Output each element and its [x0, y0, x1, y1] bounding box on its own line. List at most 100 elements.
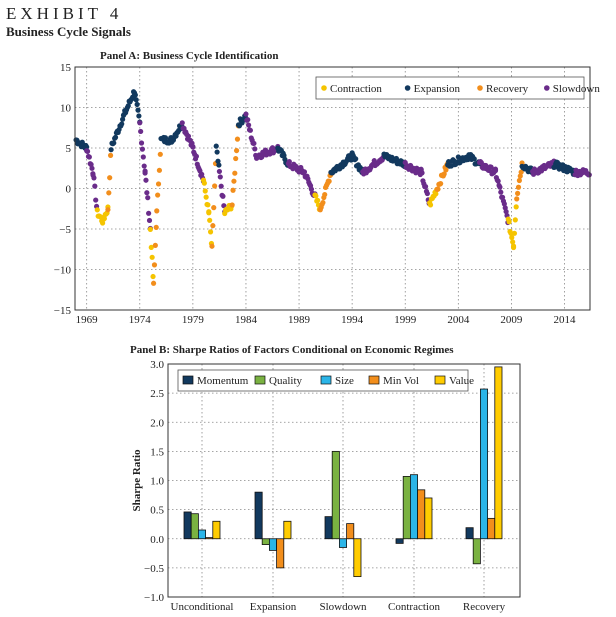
panel-b-category-label: Expansion [250, 601, 297, 613]
panel-a-point-recovery [515, 184, 522, 190]
panel-a-point-slowdown [247, 127, 253, 133]
panel-a-point-contraction [513, 204, 519, 210]
panel-a-point-expansion [135, 107, 141, 113]
bar-size [409, 474, 418, 540]
panel-a-point-contraction [512, 217, 518, 223]
panel-a-point-recovery [230, 187, 236, 193]
panel-a-point-slowdown [498, 189, 504, 195]
panel-a-point-expansion [108, 147, 114, 153]
bar-value [212, 520, 221, 540]
panel-b-ytick-label: 0.0 [150, 534, 164, 546]
panel-a-point-recovery [229, 202, 235, 208]
legend-swatch-momentum [182, 375, 194, 385]
legend-label-size: Size [335, 375, 354, 387]
panel-a-point-recovery [320, 199, 326, 206]
legend-label-slowdown: Slowdown [553, 83, 601, 95]
bar-momentum [324, 516, 333, 540]
bar-min-vol [205, 537, 214, 540]
panel-b-ytick-label: 1.5 [150, 446, 164, 458]
panel-a-point-slowdown [251, 140, 257, 147]
panel-a-point-slowdown [142, 168, 148, 174]
panel-a-point-slowdown [146, 210, 152, 216]
panel-a-point-expansion [120, 116, 126, 122]
panel-a-point-slowdown [216, 168, 223, 175]
panel-a-point-expansion [216, 162, 222, 168]
panel-a-xtick-label: 1994 [341, 314, 364, 326]
panel-a-point-expansion [134, 101, 140, 108]
panel-a-title: Panel A: Business Cycle Identification [100, 50, 278, 62]
panel-a-point-expansion [214, 149, 220, 155]
bar-min-vol [276, 538, 285, 569]
bar-value [283, 520, 292, 540]
legend-label-quality: Quality [269, 375, 302, 387]
panel-a-point-slowdown [286, 159, 292, 165]
panel-a-ytick-label: −15 [54, 305, 72, 317]
panel-a-point-recovery [157, 151, 163, 157]
bar-momentum [395, 538, 404, 544]
panel-a-point-slowdown [138, 140, 145, 146]
panel-a-ytick-label: 15 [60, 62, 72, 74]
panel-a-point-slowdown [141, 163, 147, 169]
panel-a-point-recovery [106, 190, 112, 196]
panel-a-xtick-label: 2009 [500, 314, 523, 326]
bar-quality [331, 450, 340, 540]
panel-a-point-slowdown [84, 148, 91, 154]
panel-a-point-recovery [322, 191, 328, 198]
panel-a-point-contraction [203, 194, 209, 200]
panel-a-point-expansion [215, 158, 221, 164]
panel-a-point-contraction [433, 191, 439, 197]
panel-a-point-expansion [132, 92, 138, 98]
panel-a-point-contraction [315, 197, 321, 203]
bar-value [353, 538, 362, 578]
panel-a-point-slowdown [138, 128, 144, 135]
panel-a-xtick-label: 1989 [288, 314, 311, 326]
panel-a-point-recovery [107, 152, 114, 158]
bar-size [338, 538, 347, 548]
panel-a-point-contraction [94, 207, 100, 213]
panel-a-point-contraction [511, 230, 518, 236]
panel-a-point-slowdown [422, 183, 429, 190]
panel-a-point-recovery [209, 243, 215, 249]
bar-momentum [254, 491, 263, 540]
bar-quality [190, 513, 199, 540]
bar-size [479, 388, 488, 540]
panel-a-point-recovery [155, 181, 162, 187]
panel-a-point-recovery [435, 186, 441, 192]
panel-a-legend-box [315, 76, 585, 100]
panel-a-point-slowdown [190, 144, 196, 150]
panel-a-point-recovery [438, 181, 444, 187]
panel-a-point-recovery [231, 178, 237, 184]
panel-a-point-slowdown [252, 146, 258, 152]
panel-a-point-recovery [156, 167, 163, 173]
panel-a-point-recovery [107, 175, 113, 181]
panel-a-ytick-label: 10 [60, 103, 72, 115]
panel-a-point-expansion [136, 113, 142, 119]
panel-a-xtick-label: 1969 [76, 314, 99, 326]
panel-a-point-recovery [514, 196, 520, 202]
bar-value [424, 497, 433, 540]
legend-label-value: Value [449, 375, 474, 387]
panel-a-point-slowdown [193, 153, 200, 159]
bar-min-vol [346, 523, 355, 540]
panel-a-point-contraction [510, 239, 516, 245]
bar-value [494, 366, 503, 540]
bar-quality [472, 538, 481, 565]
panel-a-point-recovery [155, 192, 161, 198]
legend-label-recovery: Recovery [486, 83, 529, 95]
exhibit-label: EXHIBIT 4 [6, 4, 123, 23]
panel-a-point-slowdown [89, 165, 95, 171]
bar-min-vol [487, 517, 496, 540]
panel-a-point-contraction [101, 215, 107, 222]
panel-a-point-recovery [105, 207, 111, 213]
legend-marker-recovery [477, 85, 483, 91]
panel-a-point-slowdown [179, 120, 185, 126]
panel-b-ytick-label: −0.5 [144, 563, 164, 575]
panel-a-plot-frame [74, 66, 591, 311]
legend-label-min-vol: Min Vol [383, 375, 419, 387]
panel-a-point-slowdown [140, 154, 146, 160]
panel-a-point-recovery [212, 183, 218, 189]
panel-a-xtick-label: 1984 [235, 314, 258, 326]
panel-a-point-expansion [111, 140, 117, 146]
panel-a-point-recovery [233, 155, 239, 162]
panel-a-point-recovery [211, 205, 217, 211]
